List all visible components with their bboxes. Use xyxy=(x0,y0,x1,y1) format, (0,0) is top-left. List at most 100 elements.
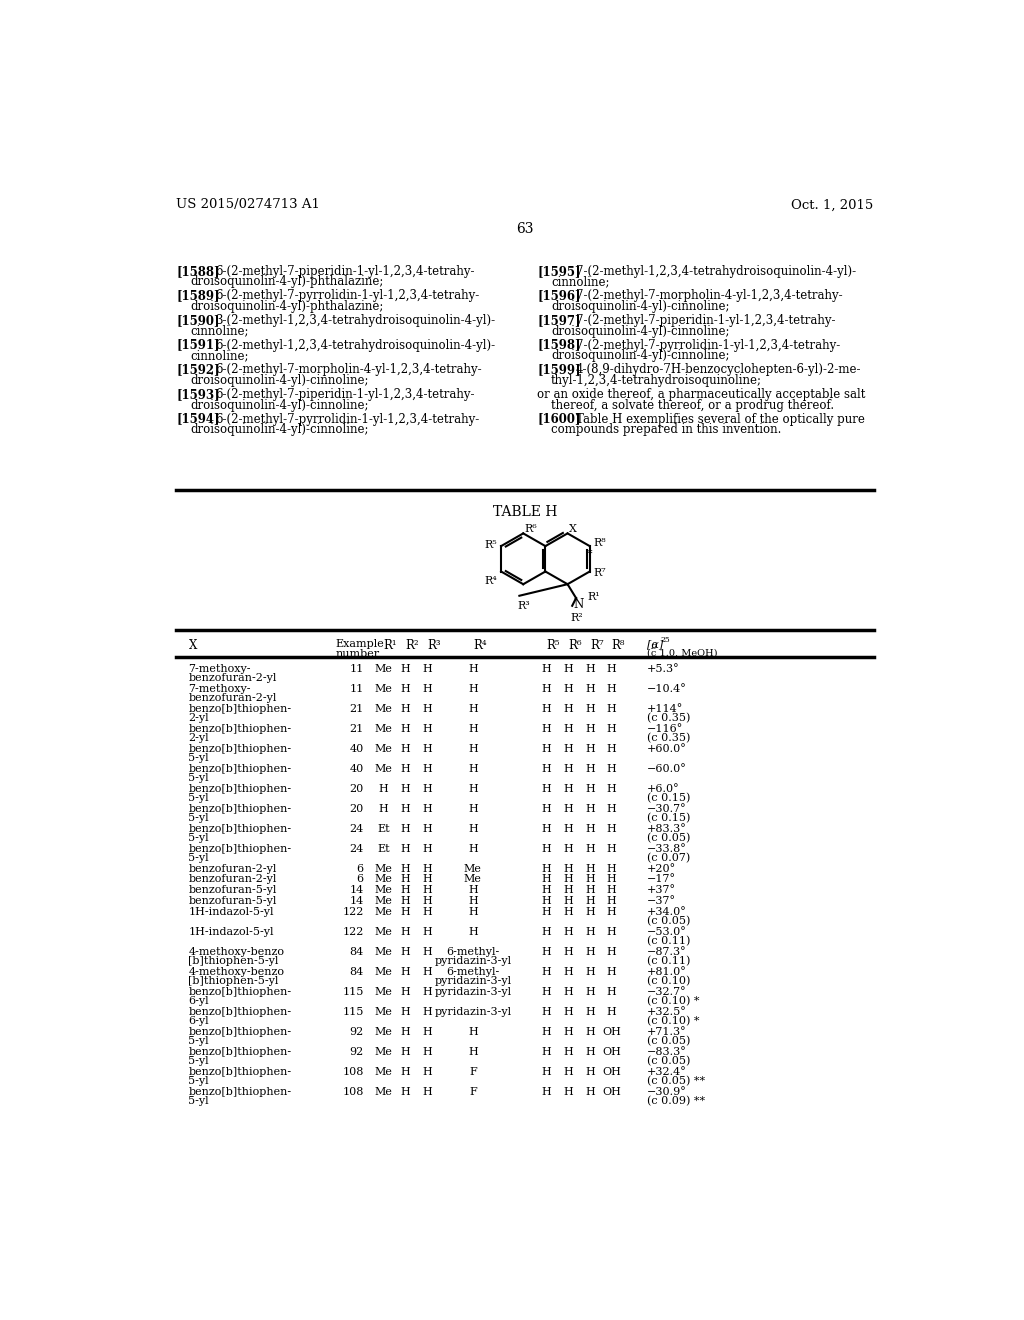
Text: [1595]: [1595] xyxy=(538,264,581,277)
Text: H: H xyxy=(422,927,432,937)
Text: R¹: R¹ xyxy=(588,591,600,602)
Text: H: H xyxy=(542,704,551,714)
Text: H: H xyxy=(607,863,616,874)
Text: +71.3°: +71.3° xyxy=(647,1027,687,1038)
Text: H: H xyxy=(400,1067,411,1077)
Text: +32.4°: +32.4° xyxy=(647,1067,687,1077)
Text: R³: R³ xyxy=(427,639,440,652)
Text: (c 0.11): (c 0.11) xyxy=(647,956,690,966)
Text: H: H xyxy=(563,946,573,957)
Text: 5-yl: 5-yl xyxy=(188,853,209,863)
Text: H: H xyxy=(607,843,616,854)
Text: [b]thiophen-5-yl: [b]thiophen-5-yl xyxy=(188,956,279,966)
Text: +83.3°: +83.3° xyxy=(647,824,687,834)
Text: Me: Me xyxy=(375,946,392,957)
Text: H: H xyxy=(400,824,411,834)
Text: +60.0°: +60.0° xyxy=(647,743,687,754)
Text: [1598]: [1598] xyxy=(538,339,581,351)
Text: 92: 92 xyxy=(349,1047,364,1057)
Text: H: H xyxy=(542,886,551,895)
Text: H: H xyxy=(607,886,616,895)
Text: H: H xyxy=(585,1007,595,1016)
Text: Me: Me xyxy=(375,664,392,673)
Text: H: H xyxy=(422,1067,432,1077)
Text: H: H xyxy=(542,723,551,734)
Text: H: H xyxy=(468,907,478,917)
Text: H: H xyxy=(468,784,478,793)
Text: Me: Me xyxy=(375,1007,392,1016)
Text: *: * xyxy=(587,548,592,558)
Text: H: H xyxy=(422,804,432,813)
Text: R⁶: R⁶ xyxy=(568,639,582,652)
Text: 6: 6 xyxy=(356,863,364,874)
Text: benzofuran-5-yl: benzofuran-5-yl xyxy=(188,896,276,906)
Text: (c 0.15): (c 0.15) xyxy=(647,813,690,824)
Text: H: H xyxy=(400,1047,411,1057)
Text: H: H xyxy=(563,684,573,693)
Text: (c 0.35): (c 0.35) xyxy=(647,713,690,723)
Text: 40: 40 xyxy=(349,763,364,774)
Text: H: H xyxy=(563,886,573,895)
Text: benzo[b]thiophen-: benzo[b]thiophen- xyxy=(188,804,292,813)
Text: (c 0.09) **: (c 0.09) ** xyxy=(647,1096,706,1106)
Text: H: H xyxy=(542,946,551,957)
Text: N: N xyxy=(573,598,584,611)
Text: thyl-1,2,3,4-tetrahydroisoquinoline;: thyl-1,2,3,4-tetrahydroisoquinoline; xyxy=(551,374,762,387)
Text: −30.9°: −30.9° xyxy=(647,1088,687,1097)
Text: D: D xyxy=(650,643,656,651)
Text: 5-yl: 5-yl xyxy=(188,833,209,843)
Text: droisoquinolin-4-yl)-cinnoline;: droisoquinolin-4-yl)-cinnoline; xyxy=(551,325,730,338)
Text: H: H xyxy=(422,664,432,673)
Text: H: H xyxy=(542,1027,551,1038)
Text: Me: Me xyxy=(375,875,392,884)
Text: 6-(2-methyl-7-pyrrolidin-1-yl-1,2,3,4-tetrahy-: 6-(2-methyl-7-pyrrolidin-1-yl-1,2,3,4-te… xyxy=(215,412,479,425)
Text: Me: Me xyxy=(375,1088,392,1097)
Text: [1600]: [1600] xyxy=(538,412,581,425)
Text: H: H xyxy=(400,875,411,884)
Text: H: H xyxy=(422,875,432,884)
Text: +6.0°: +6.0° xyxy=(647,784,680,793)
Text: H: H xyxy=(585,907,595,917)
Text: H: H xyxy=(563,875,573,884)
Text: OH: OH xyxy=(602,1067,621,1077)
Text: H: H xyxy=(542,987,551,997)
Text: pyridazin-3-yl: pyridazin-3-yl xyxy=(434,1007,511,1016)
Text: H: H xyxy=(468,896,478,906)
Text: H: H xyxy=(400,896,411,906)
Text: R⁴: R⁴ xyxy=(484,576,497,586)
Text: Me: Me xyxy=(464,875,482,884)
Text: H: H xyxy=(422,784,432,793)
Text: H: H xyxy=(400,907,411,917)
Text: number: number xyxy=(336,649,380,659)
Text: [1591]: [1591] xyxy=(176,339,219,351)
Text: H: H xyxy=(585,1027,595,1038)
Text: H: H xyxy=(607,723,616,734)
Text: droisoquinolin-4-yl)-phthalazine;: droisoquinolin-4-yl)-phthalazine; xyxy=(190,276,383,289)
Text: 7-(2-methyl-7-pyrrolidin-1-yl-1,2,3,4-tetrahy-: 7-(2-methyl-7-pyrrolidin-1-yl-1,2,3,4-te… xyxy=(575,339,841,351)
Text: Me: Me xyxy=(375,763,392,774)
Text: H: H xyxy=(400,763,411,774)
Text: 6-methyl-: 6-methyl- xyxy=(446,946,500,957)
Text: H: H xyxy=(422,684,432,693)
Text: H: H xyxy=(400,743,411,754)
Text: H: H xyxy=(400,1007,411,1016)
Text: Oct. 1, 2015: Oct. 1, 2015 xyxy=(792,198,873,211)
Text: H: H xyxy=(422,966,432,977)
Text: 5-yl: 5-yl xyxy=(188,793,209,803)
Text: H: H xyxy=(563,1047,573,1057)
Text: cinnoline;: cinnoline; xyxy=(190,325,249,338)
Text: H: H xyxy=(400,843,411,854)
Text: H: H xyxy=(563,907,573,917)
Text: H: H xyxy=(422,863,432,874)
Text: H: H xyxy=(563,743,573,754)
Text: H: H xyxy=(585,843,595,854)
Text: 84: 84 xyxy=(349,946,364,957)
Text: H: H xyxy=(468,664,478,673)
Text: 20: 20 xyxy=(349,784,364,793)
Text: H: H xyxy=(542,684,551,693)
Text: 7-(2-methyl-1,2,3,4-tetrahydroisoquinolin-4-yl)-: 7-(2-methyl-1,2,3,4-tetrahydroisoquinoli… xyxy=(575,264,856,277)
Text: H: H xyxy=(585,804,595,813)
Text: Me: Me xyxy=(375,927,392,937)
Text: H: H xyxy=(468,763,478,774)
Text: benzo[b]thiophen-: benzo[b]thiophen- xyxy=(188,704,292,714)
